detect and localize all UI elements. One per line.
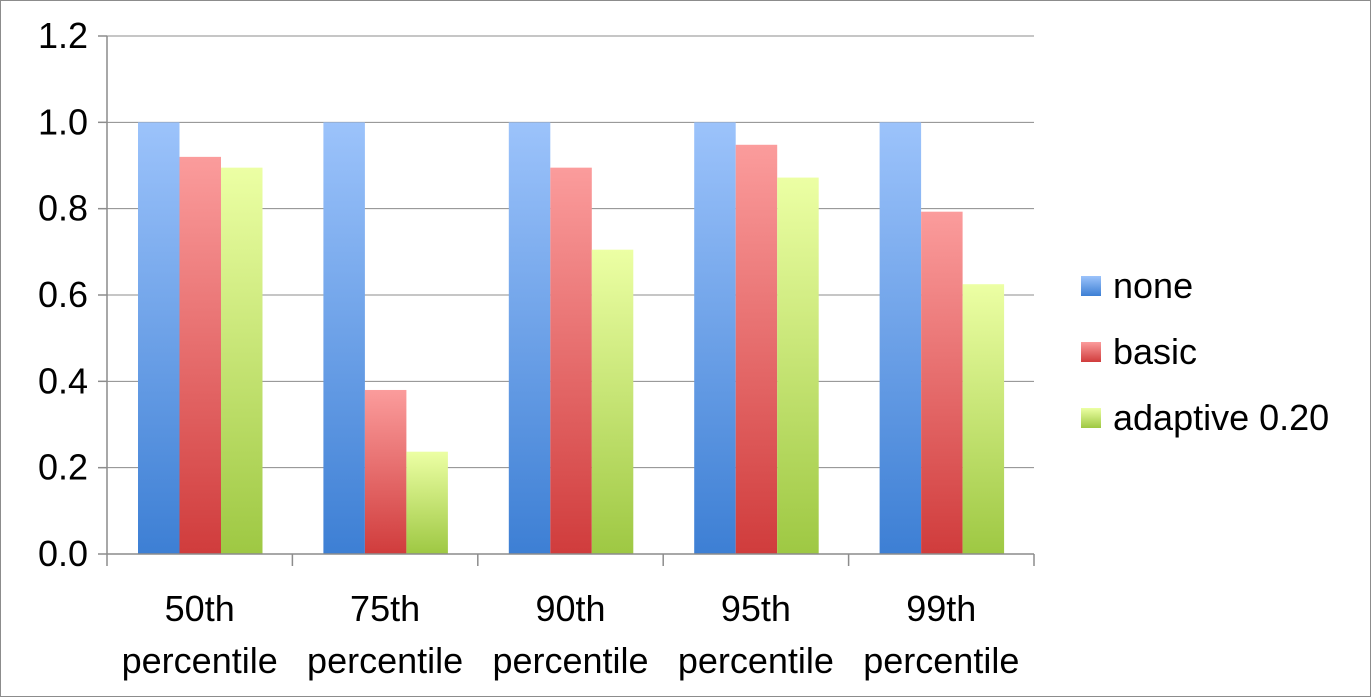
bar-adaptive-0-20 (591, 249, 634, 555)
legend-label: adaptive 0.20 (1113, 397, 1329, 438)
bar-basic (921, 211, 963, 554)
bar-basic (550, 167, 592, 555)
bar-adaptive-0-20 (962, 284, 1005, 554)
y-tick-label: 0.0 (38, 533, 88, 574)
legend-swatch (1081, 408, 1101, 428)
bars (138, 122, 1005, 555)
legend-swatch (1081, 276, 1101, 296)
x-category-label: 50th percentile (122, 588, 278, 681)
y-tick-label: 1.2 (38, 15, 88, 56)
x-category-label-line: 95th (721, 588, 791, 629)
x-category-label: 99th percentile (863, 588, 1019, 681)
x-category-label-line: percentile (678, 640, 834, 681)
x-category-label-line: 75th (350, 588, 420, 629)
x-category-label: 90th percentile (492, 588, 648, 681)
x-category-label: 95th percentile (678, 588, 834, 681)
bar-basic (179, 156, 221, 554)
bar-none (323, 122, 365, 554)
y-tick-label: 1.0 (38, 101, 88, 142)
x-category-label: 75th percentile (307, 588, 463, 681)
y-axis: 0.0 0.2 0.4 0.6 0.8 1.0 1.2 (38, 15, 108, 574)
bar-none (508, 122, 551, 554)
bar-basic (364, 389, 407, 554)
x-category-label-line: percentile (122, 640, 278, 681)
bar-none (694, 122, 736, 554)
bar-none (138, 122, 180, 554)
bar-adaptive-0-20 (221, 167, 263, 555)
y-tick-label: 0.4 (38, 360, 88, 401)
x-category-label-line: percentile (863, 640, 1019, 681)
y-tick-label: 0.8 (38, 188, 88, 229)
y-tick-label: 0.6 (38, 274, 88, 315)
legend-label: basic (1113, 331, 1197, 372)
x-category-label-line: 99th (906, 588, 976, 629)
bar-adaptive-0-20 (406, 451, 448, 554)
legend-swatch (1081, 342, 1101, 362)
x-axis: 50th percentile 75th percentile 90th percenti… (106, 553, 1035, 681)
y-tick-label: 0.2 (38, 447, 88, 488)
x-category-label-line: percentile (307, 640, 463, 681)
x-category-label-line: percentile (492, 640, 648, 681)
bar-none (879, 122, 922, 554)
legend: none basic adaptive 0.20 (1081, 265, 1329, 438)
x-category-label-line: 90th (535, 588, 605, 629)
bar-adaptive-0-20 (777, 177, 819, 554)
bar-basic (735, 144, 778, 554)
legend-label: none (1113, 265, 1193, 306)
x-category-label-line: 50th (165, 588, 235, 629)
